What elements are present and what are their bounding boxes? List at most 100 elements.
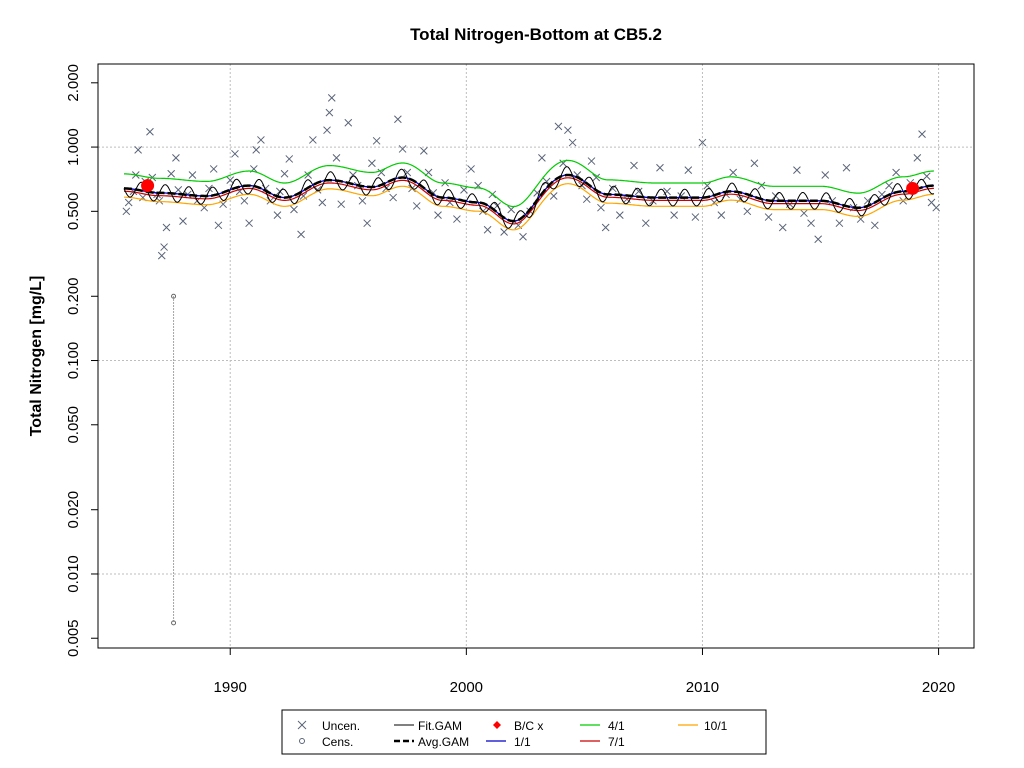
legend-label-oct: 10/1 <box>704 719 728 733</box>
censored-point <box>171 620 177 626</box>
data-point <box>717 211 726 219</box>
legend-label-fit-gam: Fit.GAM <box>418 719 462 733</box>
data-point <box>597 203 605 212</box>
line-avg-gam <box>124 173 934 223</box>
data-point <box>226 176 235 184</box>
data-point <box>344 118 353 127</box>
data-point <box>684 166 693 174</box>
data-point <box>368 159 376 168</box>
data-point <box>793 166 801 174</box>
x-tick-label: 1990 <box>214 679 247 696</box>
plot-frame <box>97 63 975 649</box>
data-point <box>412 202 421 210</box>
y-tick-label: 0.200 <box>65 277 82 315</box>
data-point <box>863 196 872 205</box>
data-point <box>608 184 617 193</box>
data-point <box>453 215 461 223</box>
data-point <box>318 198 327 207</box>
gam-lines <box>123 159 935 231</box>
data-point <box>870 221 879 230</box>
data-point <box>842 163 851 172</box>
data-point <box>698 138 707 147</box>
x-tick-label: 2000 <box>450 679 483 696</box>
data-point <box>764 213 773 221</box>
data-point <box>323 126 331 135</box>
data-point <box>913 154 922 162</box>
legend-symbol-bc <box>493 721 501 729</box>
data-point <box>554 122 563 131</box>
legend-label-jan: 1/1 <box>514 735 531 749</box>
bc-series <box>141 179 920 195</box>
y-axis-label: Total Nitrogen [mg/L] <box>28 276 45 437</box>
data-point <box>273 211 282 219</box>
data-point <box>460 186 468 194</box>
line-oct <box>124 183 934 231</box>
data-point <box>160 243 168 251</box>
data-point <box>743 207 752 216</box>
data-point <box>304 171 312 179</box>
data-point <box>332 154 341 162</box>
data-point <box>691 213 700 221</box>
data-point <box>214 221 223 230</box>
chart-title: Total Nitrogen-Bottom at CB5.2 <box>410 25 662 44</box>
data-point <box>285 155 294 163</box>
data-point <box>615 211 624 219</box>
data-point <box>778 223 787 232</box>
data-point <box>564 126 572 135</box>
data-point <box>363 219 372 228</box>
data-point <box>885 181 893 190</box>
data-point <box>290 205 298 214</box>
data-point <box>750 159 759 168</box>
data-point <box>568 138 577 147</box>
legend: Uncen. Cens. Fit.GAM Avg.GAM B/C x 1/1 4… <box>281 709 767 755</box>
data-point <box>337 200 346 209</box>
y-tick-label: 0.050 <box>65 406 82 444</box>
data-point <box>434 211 442 219</box>
data-point <box>656 163 664 172</box>
data-point <box>507 205 516 214</box>
data-point <box>835 219 844 228</box>
legend-symbol-uncen <box>297 720 307 730</box>
data-point <box>122 207 131 216</box>
x-tick-label: 2020 <box>922 679 955 696</box>
data-point <box>327 94 336 102</box>
data-point <box>549 192 558 200</box>
y-tick-label: 2.000 <box>65 64 82 102</box>
data-point <box>582 195 591 204</box>
legend-label-cens: Cens. <box>322 735 353 749</box>
legend-label-uncen: Uncen. <box>322 719 360 733</box>
legend-label-bc: B/C x <box>514 719 543 733</box>
data-point <box>389 193 398 202</box>
data-point <box>200 203 209 212</box>
legend-label-jul: 7/1 <box>608 735 625 749</box>
data-point <box>146 127 154 136</box>
data-point <box>670 211 678 219</box>
x-axis: 1990 2000 2010 2020 <box>214 647 955 696</box>
data-point <box>918 130 926 138</box>
data-point <box>297 230 305 239</box>
y-tick-label: 0.010 <box>65 555 82 593</box>
data-point <box>663 187 671 196</box>
data-point <box>209 165 218 173</box>
data-point <box>280 169 289 178</box>
censored-series <box>171 293 177 626</box>
data-point <box>500 228 508 236</box>
uncensored-series <box>122 94 941 260</box>
legend-box <box>281 709 767 755</box>
x-tick-label: 2010 <box>686 679 719 696</box>
legend-label-avg-gam: Avg.GAM <box>418 735 469 749</box>
data-point <box>601 223 610 232</box>
data-point <box>403 168 412 177</box>
data-point <box>205 184 213 193</box>
y-tick-label: 0.020 <box>65 491 82 529</box>
data-point <box>729 168 738 177</box>
censored-point <box>171 293 177 299</box>
data-point <box>483 225 492 234</box>
data-point <box>538 154 546 162</box>
data-point <box>394 115 402 124</box>
y-tick-label: 1.000 <box>65 128 82 166</box>
data-point <box>231 149 239 158</box>
data-point <box>807 219 815 228</box>
data-point <box>245 219 253 228</box>
data-point <box>922 172 931 181</box>
